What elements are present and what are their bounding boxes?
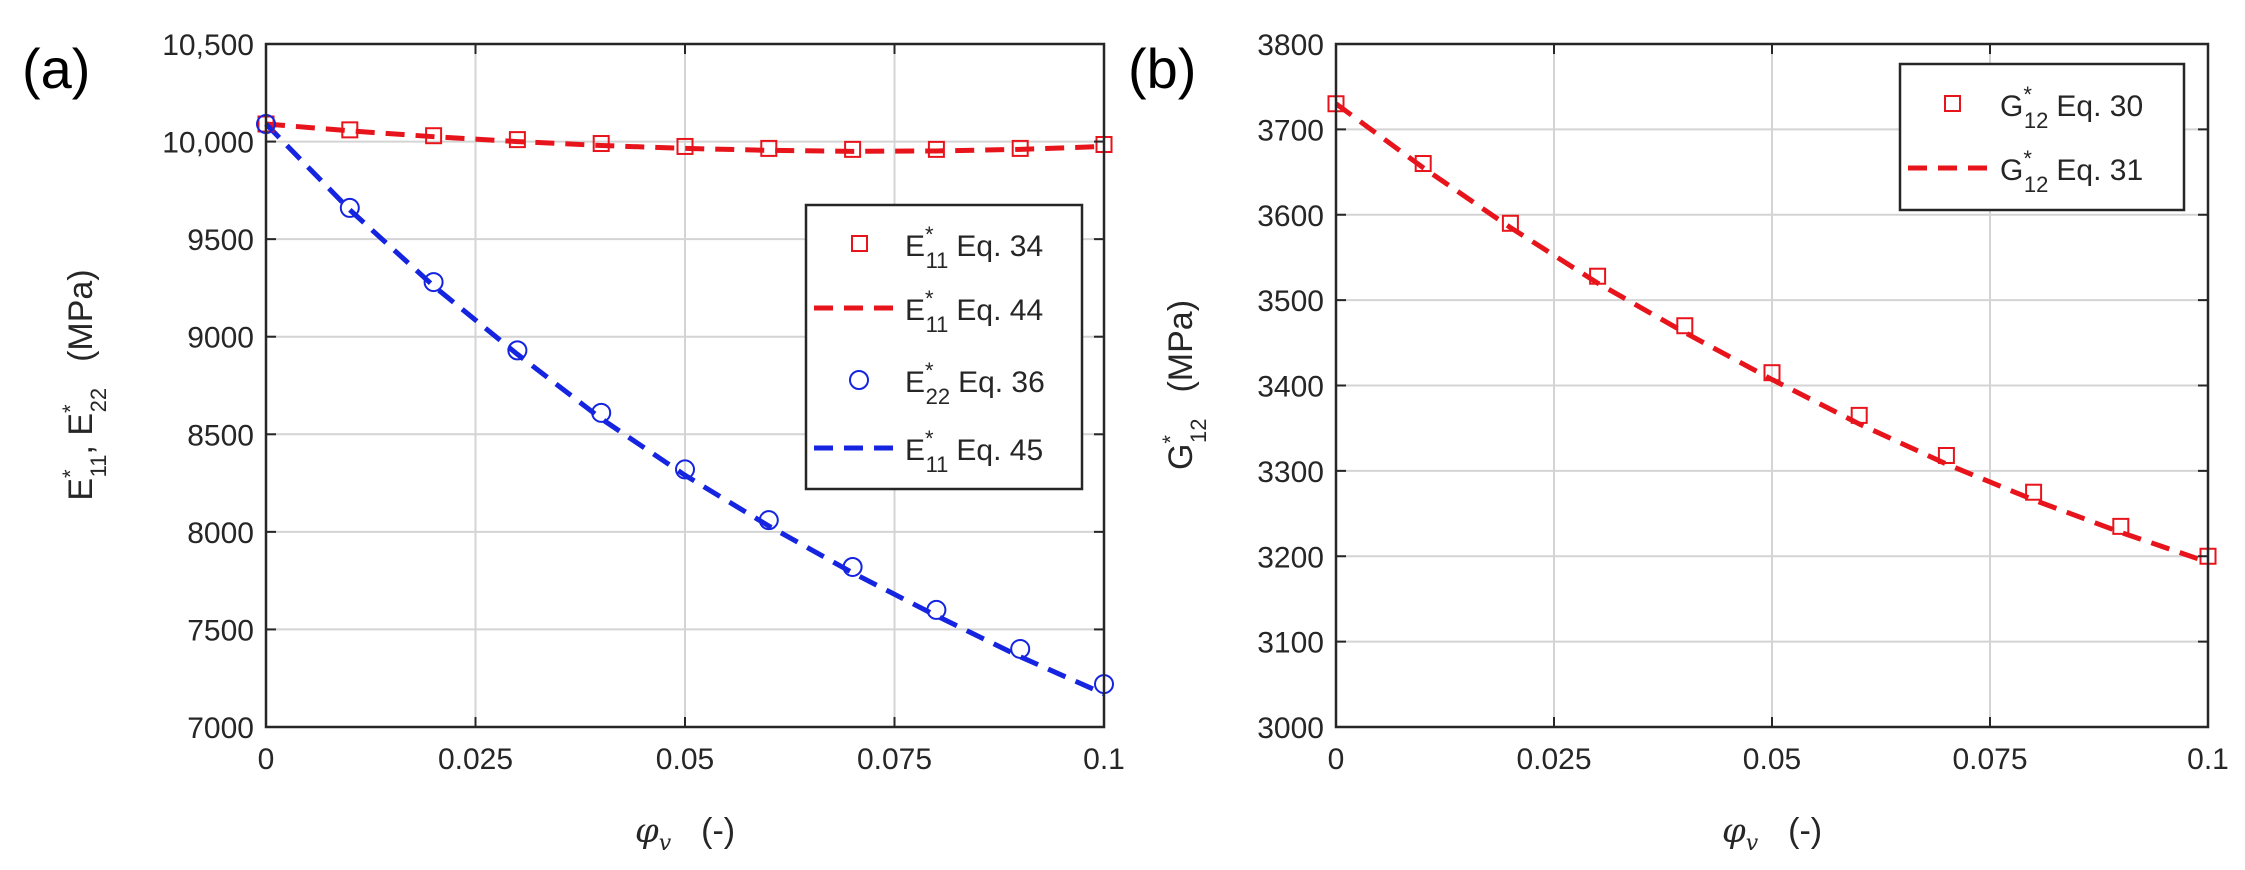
b-ytick-label-1: 3100 [1257,627,1324,660]
a-series-2-point-7 [842,556,863,577]
a-series-0-point-6 [760,139,778,157]
a-series-0-point-2 [425,127,443,145]
a-series-2-point-6 [758,510,779,531]
a-series-0-point-3 [508,131,526,149]
b-series-0-point-9 [2112,517,2130,535]
a-series-2-point-8 [926,599,947,620]
panel-a-legend-box [804,203,1084,491]
panel-b: (b) 0 0.025 0.05 0.075 0.1 3000 3100 3200 3300 34… [1128,29,2229,856]
panel-b-legend-box [1898,62,2186,212]
a-series-3-line [264,122,1106,697]
b-ytick-label-4: 3400 [1257,371,1324,404]
b-series-0-point-8 [2025,483,2043,501]
a-ytick-label-6: 10,000 [162,127,254,160]
a-series-2-point-9 [1010,638,1031,659]
a-series-0-point-4 [592,135,610,153]
b-series-0-point-4 [1676,317,1694,335]
b-ytick-label-0: 3000 [1257,712,1324,745]
b-xtick-label-0: 0 [1328,743,1345,776]
a-series-0-point-1 [341,121,359,139]
a-series-2-point-3 [507,340,528,361]
a-ytick-label-1: 7500 [187,614,254,647]
b-ytick-label-3: 3300 [1257,456,1324,489]
b-series-0-point-3 [1589,267,1607,285]
panel-a-ylabel: E* 11, E* 22(MPa) [58,269,111,500]
legend-a-2-label: E* 11 Eq. 44 [905,286,1043,337]
panel-b-ylabel: G* 12(MPa) [1158,300,1211,470]
b-xtick-label-4: 0.1 [2187,743,2229,776]
panel-b-legend: G* 12 Eq. 30 G* 12 Eq. 31 [1898,62,2186,212]
b-series-0-point-1 [1414,155,1432,173]
legend-b-2-label: G* 12 Eq. 31 [2000,146,2143,197]
b-ytick-label-8: 3800 [1257,29,1324,62]
a-series-3 [264,122,1106,697]
panel-a-legend: E* 11 Eq. 34 E* 11 Eq. 44 E* 22 Eq. 36 E* 11 Eq.… [804,203,1084,491]
b-ytick-label-7: 3700 [1257,114,1324,147]
a-series-0-point-7 [844,140,862,158]
a-ytick-label-7: 10,500 [162,29,254,62]
a-xtick-label-2: 0.05 [656,743,714,776]
a-series-2-point-1 [339,197,360,218]
b-ytick-label-2: 3200 [1257,541,1324,574]
b-ytick-label-6: 3600 [1257,200,1324,233]
a-series-0-point-5 [676,137,694,155]
a-series-1 [265,121,1105,154]
b-series-0-point-7 [1937,447,1955,465]
panel-b-label: (b) [1128,37,1196,100]
panel-a: (a) 0 0.025 0.05 0.075 0.1 7000 7500 8000 8500 90… [22,29,1125,856]
a-ytick-label-0: 7000 [187,712,254,745]
a-series-2-point-4 [591,402,612,423]
b-xtick-label-1: 0.025 [1516,743,1591,776]
legend-b-1-label: G* 12 Eq. 30 [2000,82,2143,133]
panel-a-label: (a) [22,37,90,100]
panel-b-xlabel: φv (-) [1722,811,1822,856]
a-ytick-label-3: 8500 [187,419,254,452]
legend-b-1-marker [1944,95,1961,112]
a-series-2-point-5 [675,459,695,480]
b-series-0-point-5 [1763,364,1781,382]
legend-a-1-marker [851,235,868,252]
a-series-0-point-8 [927,140,945,158]
b-xtick-label-3: 0.075 [1952,743,2027,776]
legend-a-3-label: E* 22 Eq. 36 [905,358,1045,409]
a-series-1-line [265,121,1105,154]
a-ytick-label-4: 9000 [187,322,254,355]
a-series-2-point-2 [423,272,444,293]
legend-a-1-label: E* 11 Eq. 34 [905,222,1043,273]
b-series-0-point-2 [1501,214,1519,232]
panel-a-xlabel: φv (-) [635,811,735,856]
legend-a-4-label: E* 11 Eq. 45 [905,426,1043,477]
a-series-0-point-9 [1011,139,1029,157]
a-ytick-label-5: 9500 [187,224,254,257]
a-xtick-label-0: 0 [258,743,275,776]
a-xtick-label-1: 0.025 [438,743,513,776]
b-xtick-label-2: 0.05 [1743,743,1801,776]
a-ytick-label-2: 8000 [187,517,254,550]
b-ytick-label-5: 3500 [1257,285,1324,318]
a-xtick-label-4: 0.1 [1083,743,1125,776]
legend-a-3-marker [849,370,869,390]
b-series-0-point-6 [1850,406,1868,424]
a-xtick-label-3: 0.075 [857,743,932,776]
